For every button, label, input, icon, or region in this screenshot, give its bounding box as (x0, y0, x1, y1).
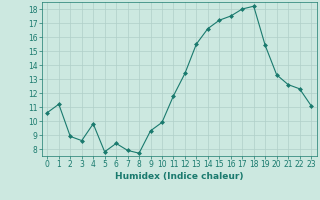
X-axis label: Humidex (Indice chaleur): Humidex (Indice chaleur) (115, 172, 244, 181)
